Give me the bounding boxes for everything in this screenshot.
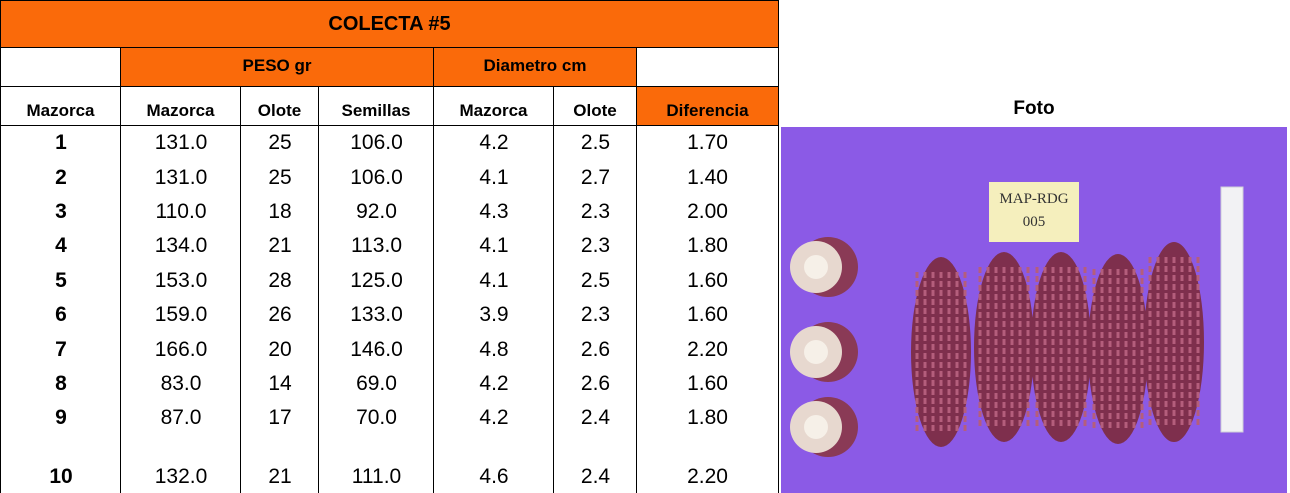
data-cell: 14 — [240, 366, 319, 402]
photo-header: Foto — [1013, 98, 1055, 119]
label-text: 005 — [1023, 214, 1046, 230]
data-cell: 2.20 — [636, 332, 779, 367]
data-cell: 1.40 — [636, 160, 779, 195]
ruler — [1220, 186, 1244, 433]
cob-part — [804, 255, 828, 279]
data-cell: 1 — [0, 126, 121, 161]
data-cell: 146.0 — [318, 332, 434, 367]
header-cell — [0, 47, 121, 87]
data-cell: 2.00 — [636, 194, 779, 230]
data-cell: 25 — [240, 126, 319, 161]
data-cell: 1.60 — [636, 366, 779, 402]
data-cell: 4.6 — [433, 435, 554, 493]
data-cell: 153.0 — [120, 263, 241, 298]
data-cell: 2.7 — [553, 160, 637, 195]
data-cell: 9 — [0, 401, 121, 436]
group-header: PESO gr — [120, 47, 434, 87]
group-header: Diametro cm — [433, 47, 637, 87]
column-header: Olote — [240, 86, 319, 126]
data-cell: 2.3 — [553, 298, 637, 333]
column-header: Mazorca — [433, 86, 554, 126]
data-cell: 166.0 — [120, 332, 241, 367]
data-cell: 26 — [240, 298, 319, 333]
data-cell: 4 — [0, 229, 121, 264]
data-cell: 21 — [240, 229, 319, 264]
data-cell: 70.0 — [318, 401, 434, 436]
data-cell: 2.20 — [636, 435, 779, 493]
data-cell: 4.1 — [433, 160, 554, 195]
label-card — [989, 182, 1079, 242]
label-text: MAP-RDG — [999, 191, 1068, 207]
data-cell: 133.0 — [318, 298, 434, 333]
data-cell: 5 — [0, 263, 121, 298]
data-cell: 69.0 — [318, 366, 434, 402]
data-cell: 1.80 — [636, 401, 779, 436]
data-cell: 83.0 — [120, 366, 241, 402]
data-cell: 113.0 — [318, 229, 434, 264]
data-cell: 1.60 — [636, 298, 779, 333]
data-cell: 3 — [0, 194, 121, 230]
data-cell: 131.0 — [120, 126, 241, 161]
data-cell: 7 — [0, 332, 121, 367]
title: COLECTA #5 — [0, 0, 779, 48]
data-cell: 25 — [240, 160, 319, 195]
data-cell: 4.2 — [433, 366, 554, 402]
data-cell: 2.6 — [553, 332, 637, 367]
data-cell: 20 — [240, 332, 319, 367]
data-cell: 1.70 — [636, 126, 779, 161]
data-cell: 131.0 — [120, 160, 241, 195]
data-cell: 92.0 — [318, 194, 434, 230]
data-cell: 6 — [0, 298, 121, 333]
data-cell: 10 — [0, 435, 121, 493]
data-cell: 4.1 — [433, 229, 554, 264]
data-cell: 2.6 — [553, 366, 637, 402]
cob-part — [804, 415, 828, 439]
data-cell: 106.0 — [318, 126, 434, 161]
data-cell: 2.5 — [553, 263, 637, 298]
data-cell: 21 — [240, 435, 319, 493]
column-header: Mazorca — [0, 86, 121, 126]
data-cell: 159.0 — [120, 298, 241, 333]
data-cell: 4.8 — [433, 332, 554, 367]
data-cell: 2.4 — [553, 435, 637, 493]
data-cell: 4.3 — [433, 194, 554, 230]
header-cell — [636, 47, 779, 87]
data-cell: 106.0 — [318, 160, 434, 195]
data-cell: 4.2 — [433, 126, 554, 161]
data-cell: 87.0 — [120, 401, 241, 436]
data-cell: 2.3 — [553, 229, 637, 264]
data-cell: 8 — [0, 366, 121, 402]
data-cell: 111.0 — [318, 435, 434, 493]
photo: MAP-RDG 005 — [781, 127, 1287, 493]
data-cell: 110.0 — [120, 194, 241, 230]
column-header: Semillas — [318, 86, 434, 126]
column-header: Diferencia — [636, 86, 779, 126]
data-cell: 4.2 — [433, 401, 554, 436]
cob-part — [804, 340, 828, 364]
data-cell: 1.60 — [636, 263, 779, 298]
corn-cobs — [790, 237, 1204, 457]
data-cell: 132.0 — [120, 435, 241, 493]
data-cell: 4.1 — [433, 263, 554, 298]
data-cell: 18 — [240, 194, 319, 230]
data-cell: 2.3 — [553, 194, 637, 230]
column-header: Olote — [553, 86, 637, 126]
data-cell: 2.4 — [553, 401, 637, 436]
data-cell: 1.80 — [636, 229, 779, 264]
data-cell: 3.9 — [433, 298, 554, 333]
data-cell: 28 — [240, 263, 319, 298]
data-cell: 2.5 — [553, 126, 637, 161]
data-cell: 2 — [0, 160, 121, 195]
data-cell: 17 — [240, 401, 319, 436]
data-cell: 134.0 — [120, 229, 241, 264]
column-header: Mazorca — [120, 86, 241, 126]
data-cell: 125.0 — [318, 263, 434, 298]
